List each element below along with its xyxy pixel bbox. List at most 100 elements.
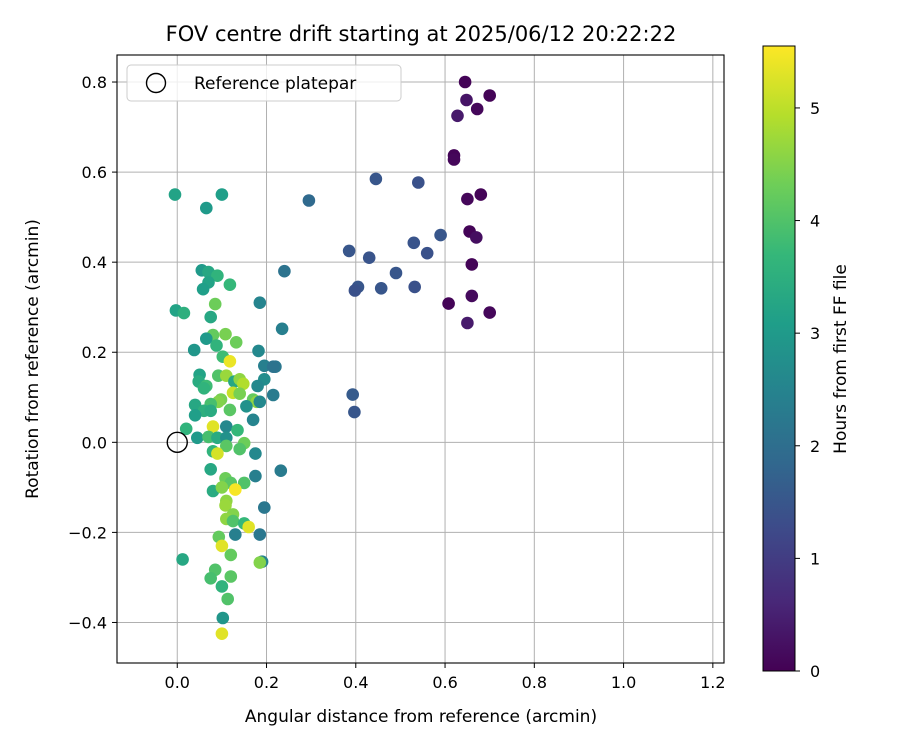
- x-tick-label: 0.4: [343, 673, 368, 692]
- data-point: [206, 420, 220, 433]
- data-point: [253, 395, 267, 409]
- data-point: [362, 251, 376, 264]
- data-point: [470, 102, 484, 116]
- data-point: [211, 269, 224, 283]
- data-point: [215, 539, 229, 553]
- data-point: [219, 499, 232, 512]
- x-tick-label: 0.0: [165, 673, 190, 692]
- data-point: [226, 514, 240, 528]
- data-point: [215, 580, 229, 593]
- data-point: [211, 447, 224, 460]
- data-point: [266, 360, 280, 374]
- plot-background: [117, 55, 724, 663]
- colorbar-tick-label: 3: [810, 324, 820, 343]
- colorbar-tick-label: 1: [810, 549, 820, 568]
- x-tick-label: 0.6: [432, 673, 457, 692]
- reference-platepar-marker: [166, 431, 188, 454]
- legend-label: Reference platepar: [194, 74, 356, 94]
- x-tick-label: 1.2: [700, 673, 725, 692]
- plot-area: 0.0 0.2 0.4 0.6 0.8 1.0 1.2 −0.4−0.20.00.20.40…: [68, 54, 726, 692]
- y-tick-label: 0.8: [82, 73, 107, 92]
- data-point: [200, 201, 213, 215]
- colorbar-ticks: 0 1 2 3 4 5: [795, 99, 820, 681]
- data-point: [204, 404, 217, 418]
- data-point: [408, 280, 422, 294]
- data-point: [224, 548, 238, 562]
- data-point: [231, 423, 244, 437]
- data-point: [412, 176, 425, 189]
- data-point: [221, 592, 234, 606]
- colorbar: 0 1 2 3 4 5 Hours from first FF file: [762, 45, 851, 681]
- data-point: [229, 336, 243, 349]
- data-point: [275, 322, 289, 336]
- data-point: [266, 388, 280, 402]
- data-point: [348, 405, 361, 419]
- data-point: [233, 442, 246, 456]
- scatter-points: [168, 75, 497, 640]
- data-point: [237, 476, 251, 490]
- data-point: [274, 464, 288, 478]
- data-point: [179, 422, 193, 436]
- data-point: [249, 469, 262, 483]
- data-point: [191, 431, 204, 445]
- data-point: [451, 109, 464, 123]
- colorbar-tick-label: 2: [810, 437, 820, 456]
- data-point: [447, 153, 461, 166]
- y-axis-label: Rotation from reference (arcmin): [23, 219, 43, 499]
- y-tick-label: 0.0: [82, 433, 107, 452]
- data-point: [196, 282, 210, 296]
- data-point: [215, 627, 229, 640]
- legend-box: [126, 64, 402, 102]
- data-point: [223, 403, 237, 417]
- x-tick-label: 0.2: [254, 673, 279, 692]
- data-point: [252, 344, 265, 358]
- data-point: [220, 439, 233, 453]
- data-point: [420, 246, 434, 260]
- data-point: [200, 332, 213, 346]
- data-point: [246, 413, 260, 427]
- data-point: [219, 327, 232, 341]
- data-point: [346, 388, 360, 401]
- data-point: [215, 481, 229, 494]
- data-point: [253, 296, 267, 310]
- data-point: [434, 228, 447, 242]
- data-point: [251, 379, 264, 393]
- y-tick-label: −0.4: [68, 613, 107, 632]
- y-tick-label: 0.6: [82, 163, 107, 182]
- x-tick-label: 0.8: [522, 673, 547, 692]
- data-point: [168, 188, 182, 201]
- data-point: [374, 282, 388, 295]
- data-point: [223, 355, 237, 368]
- data-point: [470, 231, 483, 244]
- y-tick-label: 0.4: [82, 253, 107, 272]
- data-point: [215, 188, 229, 201]
- data-point: [229, 528, 242, 541]
- colorbar-tick-label: 5: [810, 99, 820, 118]
- colorbar-tick-label: 4: [810, 212, 820, 231]
- chart-title: FOV centre drift starting at 2025/06/12 …: [166, 22, 677, 46]
- data-point: [204, 463, 217, 476]
- data-point: [460, 93, 473, 107]
- legend-open-circle-marker: [145, 72, 167, 94]
- data-point: [188, 398, 202, 412]
- data-point: [253, 556, 267, 569]
- data-point: [258, 501, 271, 514]
- data-point: [249, 447, 262, 460]
- data-point: [188, 409, 202, 422]
- x-tick-label: 1.0: [611, 673, 636, 692]
- data-point: [242, 520, 255, 534]
- data-point: [278, 264, 291, 278]
- data-point: [442, 297, 455, 310]
- data-point: [223, 278, 237, 292]
- data-point: [240, 400, 253, 413]
- data-point: [177, 306, 191, 320]
- plot-frame: [116, 54, 725, 664]
- data-point: [483, 89, 497, 102]
- x-axis-ticks: 0.0 0.2 0.4 0.6 0.8 1.0 1.2: [165, 663, 726, 692]
- data-point: [197, 382, 211, 395]
- data-point: [216, 611, 230, 625]
- data-point: [465, 258, 479, 271]
- data-point: [458, 75, 472, 89]
- colorbar-label: Hours from first FF file: [831, 264, 851, 454]
